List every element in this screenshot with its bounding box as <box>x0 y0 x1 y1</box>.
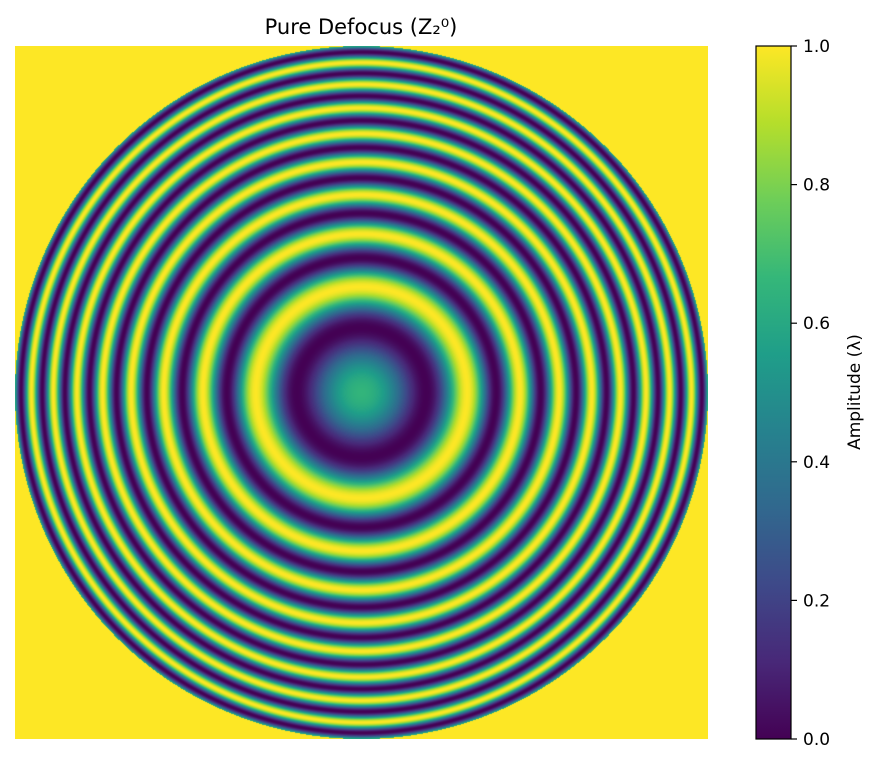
colorbar-tick-label: 0.0 <box>803 730 830 750</box>
heatmap-plot <box>15 46 708 739</box>
colorbar-fill <box>756 46 791 739</box>
colorbar: 0.0 0.2 0.4 0.6 0.8 1.0 Amplitude (λ) <box>755 37 865 750</box>
heatmap-image-container <box>15 46 708 739</box>
colorbar-tick-label: 0.6 <box>803 314 830 334</box>
colorbar-ticks: 0.0 0.2 0.4 0.6 0.8 1.0 <box>791 37 830 750</box>
colorbar-tick-label: 0.8 <box>803 176 830 196</box>
colorbar-tick-label: 1.0 <box>803 37 830 57</box>
colorbar-frame <box>755 45 792 740</box>
heatmap-image <box>15 46 708 739</box>
colorbar-tick-label: 0.2 <box>803 591 830 611</box>
colorbar-label: Amplitude (λ) <box>845 334 865 450</box>
colorbar-tick-label: 0.4 <box>803 453 830 473</box>
chart-title: Pure Defocus (Z₂⁰) <box>265 15 458 39</box>
